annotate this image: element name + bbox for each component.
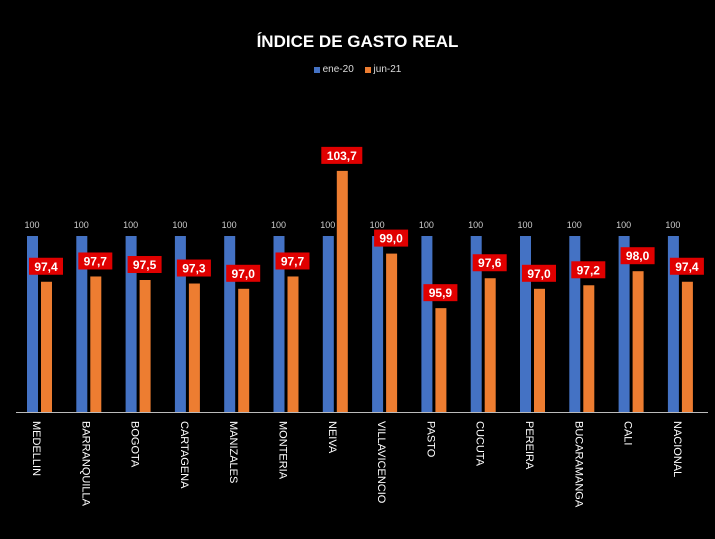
bar-ene-20 xyxy=(76,236,88,412)
bar-ene-20 xyxy=(27,236,38,412)
x-tick-label: MANIZALES xyxy=(227,421,239,483)
bar-jun-21 xyxy=(484,278,496,412)
data-label-jun-21: 97,7 xyxy=(84,254,108,268)
x-tick-label: NEIVA xyxy=(326,421,338,454)
bar-ene-20 xyxy=(125,236,137,412)
x-tick-label: PEREIRA xyxy=(523,421,535,470)
data-label-jun-21: 97,6 xyxy=(478,256,502,270)
data-label-ene-20: 100 xyxy=(222,220,237,230)
bar-ene-20 xyxy=(174,236,186,412)
data-label-jun-21: 97,4 xyxy=(34,260,58,274)
legend: ene-20 jun-21 xyxy=(0,64,715,76)
x-tick-label: PASTO xyxy=(424,421,436,458)
bar-ene-20 xyxy=(470,236,482,412)
bar-jun-21 xyxy=(139,280,151,412)
bar-jun-21 xyxy=(386,253,398,412)
data-label-box xyxy=(522,264,556,282)
bar-ene-20 xyxy=(667,236,679,412)
legend-swatch xyxy=(364,66,371,73)
legend-item-ene-20: ene-20 xyxy=(313,64,354,75)
bar-ene-20 xyxy=(520,236,531,412)
bar-jun-21 xyxy=(41,281,52,412)
legend-label: ene-20 xyxy=(322,64,354,75)
data-label-ene-20: 100 xyxy=(370,220,385,230)
data-label-box xyxy=(127,256,162,273)
data-label-jun-21: 97,2 xyxy=(577,263,601,277)
data-label-box xyxy=(472,254,507,272)
legend-label: jun-21 xyxy=(373,64,402,75)
data-label-jun-21: 103,7 xyxy=(327,149,357,163)
bar-ene-20 xyxy=(618,236,630,412)
x-tick-label: BUCARAMANGA xyxy=(572,421,584,508)
bar-jun-21 xyxy=(287,276,299,412)
bar-ene-20 xyxy=(569,236,581,412)
data-label-jun-21: 99,0 xyxy=(379,232,403,246)
data-label-ene-20: 100 xyxy=(468,220,483,230)
bar-ene-20 xyxy=(372,236,384,412)
data-label-box xyxy=(226,264,261,282)
data-label-jun-21: 97,5 xyxy=(133,258,157,272)
bar-jun-21 xyxy=(188,283,200,412)
data-label-jun-21: 97,0 xyxy=(232,267,256,281)
data-label-ene-20: 100 xyxy=(665,220,680,230)
x-tick-label: VILLAVICENCIO xyxy=(375,421,387,504)
data-label-ene-20: 100 xyxy=(271,220,286,230)
legend-swatch xyxy=(313,66,320,73)
bar-jun-21 xyxy=(336,170,348,412)
data-label-box xyxy=(29,257,63,275)
bar-ene-20 xyxy=(421,236,433,412)
x-tick-label: BARRANQUILLA xyxy=(79,421,91,507)
data-label-ene-20: 100 xyxy=(517,220,532,230)
data-label-jun-21: 97,3 xyxy=(182,262,206,276)
bar-jun-21 xyxy=(681,281,693,412)
data-label-box xyxy=(176,259,211,277)
data-label-box xyxy=(423,284,458,302)
data-label-ene-20: 100 xyxy=(320,220,335,230)
legend-item-jun-21: jun-21 xyxy=(364,64,402,75)
x-tick-label: MEDELLIN xyxy=(30,421,42,476)
bar-jun-21 xyxy=(534,288,545,412)
data-label-box xyxy=(669,257,704,275)
data-label-ene-20: 100 xyxy=(24,220,39,230)
bar-ene-20 xyxy=(224,236,236,412)
data-label-box xyxy=(321,146,363,164)
data-label-box xyxy=(78,252,113,270)
data-label-ene-20: 100 xyxy=(172,220,187,230)
data-label-jun-21: 97,7 xyxy=(281,254,305,268)
bar-ene-20 xyxy=(273,236,285,412)
bar-ene-20 xyxy=(322,236,334,412)
x-tick-label: MONTERIA xyxy=(277,421,289,480)
data-label-jun-21: 95,9 xyxy=(429,286,453,300)
data-label-box xyxy=(275,252,310,270)
data-label-ene-20: 100 xyxy=(123,220,138,230)
x-tick-label: BOGOTA xyxy=(129,421,141,468)
bar-jun-21 xyxy=(90,276,102,412)
data-label-ene-20: 100 xyxy=(419,220,434,230)
bar-jun-21 xyxy=(238,288,250,412)
data-label-ene-20: 100 xyxy=(616,220,631,230)
bar-jun-21 xyxy=(435,308,447,412)
data-label-box xyxy=(374,229,409,247)
x-tick-label: CARTAGENA xyxy=(178,421,190,489)
chart-title: ÍNDICE DE GASTO REAL xyxy=(256,32,459,51)
bar-jun-21 xyxy=(583,285,595,412)
data-label-jun-21: 98,0 xyxy=(626,249,650,263)
data-label-jun-21: 97,4 xyxy=(675,260,699,274)
x-tick-label: CUCUTA xyxy=(474,421,486,467)
x-tick-label: NACIONAL xyxy=(671,421,683,477)
data-label-ene-20: 100 xyxy=(74,220,89,230)
data-label-box xyxy=(571,261,606,279)
x-tick-label: CALI xyxy=(622,421,634,445)
data-label-ene-20: 100 xyxy=(567,220,582,230)
data-label-box xyxy=(620,247,655,265)
data-label-jun-21: 97,0 xyxy=(527,267,551,281)
bar-jun-21 xyxy=(632,271,644,412)
